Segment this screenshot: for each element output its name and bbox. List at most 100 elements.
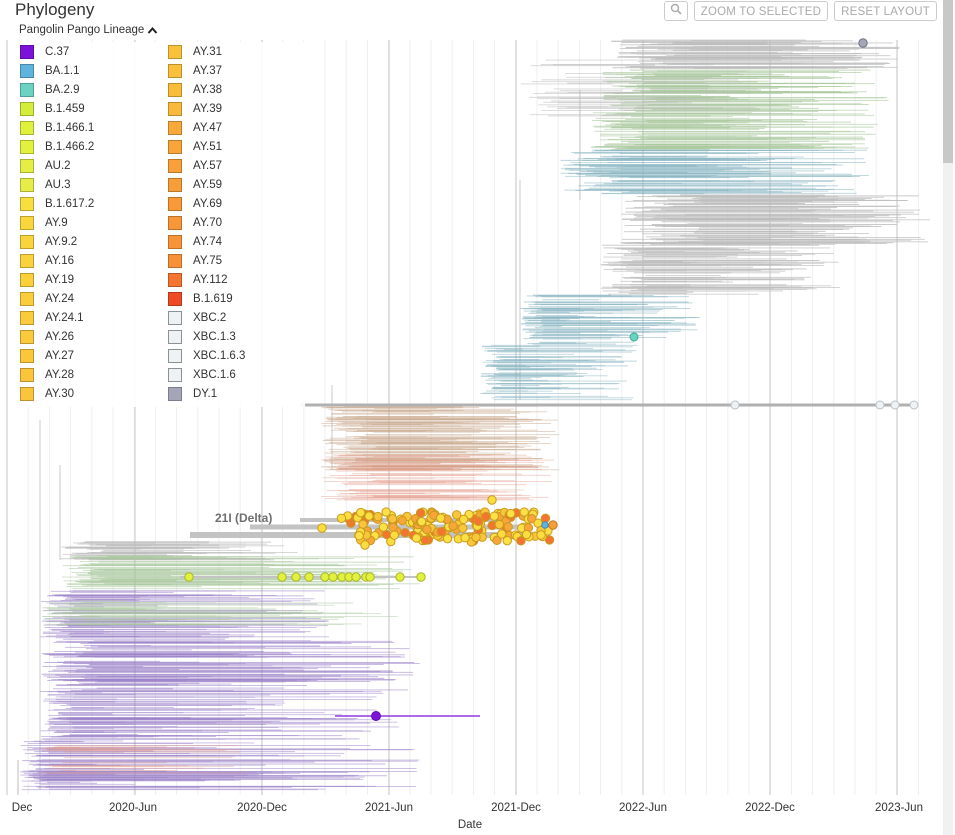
legend-title: Pangolin Pango Lineage (19, 24, 145, 36)
legend-item[interactable]: AY.30 (20, 384, 74, 403)
tip-marker (890, 400, 900, 410)
legend-item[interactable]: XBC.2 (168, 308, 226, 327)
x-axis-label: Date (458, 819, 482, 831)
x-tick-label: 2020-Jun (109, 802, 157, 814)
tip-marker (320, 572, 330, 582)
legend-item[interactable]: C.37 (20, 42, 69, 61)
legend-item[interactable]: AY.37 (168, 61, 222, 80)
legend-swatch (20, 310, 34, 325)
legend-label: BA.2.9 (45, 83, 80, 96)
legend-swatch (20, 253, 34, 268)
legend-swatch (20, 158, 34, 173)
legend-label: AU.2 (45, 159, 71, 172)
legend-item[interactable]: AY.74 (168, 232, 222, 251)
panel-title: Phylogeny (15, 0, 95, 19)
tip-marker (909, 400, 919, 410)
legend-label: AY.51 (193, 140, 222, 153)
legend-item[interactable]: AY.27 (20, 346, 74, 365)
scrollbar-track[interactable] (943, 0, 953, 835)
legend-label: AY.26 (45, 330, 74, 343)
tip-marker (875, 400, 885, 410)
legend-item[interactable]: AY.51 (168, 137, 222, 156)
legend-swatch (168, 291, 182, 306)
tip-marker (442, 533, 453, 544)
tip-marker (730, 400, 740, 410)
legend-label: B.1.466.2 (45, 140, 95, 153)
tip-marker (411, 533, 422, 543)
legend-label: XBC.2 (193, 311, 227, 324)
legend-item[interactable]: AY.26 (20, 327, 74, 346)
tip-marker (378, 522, 389, 532)
legend-label: AY.16 (45, 254, 74, 267)
x-tick-label: 2022-Jun (619, 802, 667, 814)
legend-label: AY.30 (45, 387, 74, 400)
legend-item[interactable]: B.1.617.2 (20, 194, 94, 213)
scrollbar-thumb[interactable] (943, 0, 953, 163)
legend-item[interactable]: AY.24 (20, 289, 74, 308)
legend-item[interactable]: XBC.1.6.3 (168, 346, 245, 365)
legend-item[interactable]: AY.47 (168, 118, 222, 137)
legend-item[interactable]: AY.9.2 (20, 232, 77, 251)
legend-item[interactable]: AU.2 (20, 156, 71, 175)
legend-item[interactable]: AY.75 (168, 251, 222, 270)
legend-label: AY.38 (193, 83, 222, 96)
tip-marker (487, 495, 497, 505)
tip-marker (473, 516, 484, 526)
legend-item[interactable]: AY.70 (168, 213, 222, 232)
legend-label: AY.69 (193, 197, 222, 210)
legend-item[interactable]: B.1.459 (20, 99, 85, 118)
legend-item[interactable]: B.1.619 (168, 289, 233, 308)
legend-item[interactable]: AY.31 (168, 42, 222, 61)
search-button[interactable] (663, 1, 688, 21)
zoom-to-selected-button[interactable]: ZOOM TO SELECTED (693, 1, 829, 21)
legend-item[interactable]: BA.2.9 (20, 80, 80, 99)
legend-item[interactable]: AY.24.1 (20, 308, 84, 327)
reset-layout-button[interactable]: RESET LAYOUT (834, 1, 937, 21)
legend-item[interactable]: XBC.1.6 (168, 365, 236, 384)
tip-marker (503, 522, 513, 532)
tip-marker (336, 513, 347, 523)
tip-marker (364, 511, 374, 521)
legend-item[interactable]: BA.1.1 (20, 61, 80, 80)
legend-item[interactable]: AY.38 (168, 80, 222, 99)
legend-item[interactable]: AY.39 (168, 99, 222, 118)
legend-swatch (20, 386, 34, 401)
toolbar: ZOOM TO SELECTED RESET LAYOUT (663, 1, 937, 21)
tip-marker (351, 572, 361, 582)
legend-item[interactable]: AY.69 (168, 194, 222, 213)
tip-marker (416, 516, 427, 527)
legend-label: AY.39 (193, 102, 222, 115)
legend-swatch (168, 272, 182, 287)
legend-item[interactable]: AY.112 (168, 270, 228, 289)
legend-item[interactable]: B.1.466.1 (20, 118, 94, 137)
legend-item[interactable]: DY.1 (168, 384, 217, 403)
legend-swatch (168, 234, 182, 249)
legend-swatch (168, 82, 182, 97)
legend-item[interactable]: AY.19 (20, 270, 74, 289)
legend-item[interactable]: AY.9 (20, 213, 68, 232)
tip-marker (629, 332, 639, 342)
legend-item[interactable]: AU.3 (20, 175, 71, 194)
legend-item[interactable]: B.1.466.2 (20, 137, 94, 156)
legend-item[interactable]: AY.16 (20, 251, 74, 270)
tip-marker (492, 535, 502, 546)
legend-label: C.37 (45, 45, 70, 58)
tip-marker (416, 572, 426, 582)
legend-item[interactable]: AY.59 (168, 175, 222, 194)
legend-swatch (20, 82, 34, 97)
tip-marker (527, 514, 537, 524)
legend: C.37 BA.1.1 BA.2.9 B.1.459 B.1.466.1 B.1.466.… (20, 42, 305, 407)
legend-label: AY.28 (45, 368, 74, 381)
legend-swatch (20, 348, 34, 363)
legend-item[interactable]: AY.28 (20, 365, 74, 384)
legend-label: B.1.466.1 (45, 121, 95, 134)
tip-marker (458, 523, 468, 533)
legend-toggle[interactable]: Pangolin Pango Lineage (19, 24, 158, 36)
tip-marker (481, 511, 491, 522)
x-tick-label: 2022-Dec (745, 802, 795, 814)
tip-marker (354, 531, 364, 541)
legend-label: AY.24 (45, 292, 74, 305)
legend-item[interactable]: XBC.1.3 (168, 327, 236, 346)
legend-item[interactable]: AY.57 (168, 156, 222, 175)
